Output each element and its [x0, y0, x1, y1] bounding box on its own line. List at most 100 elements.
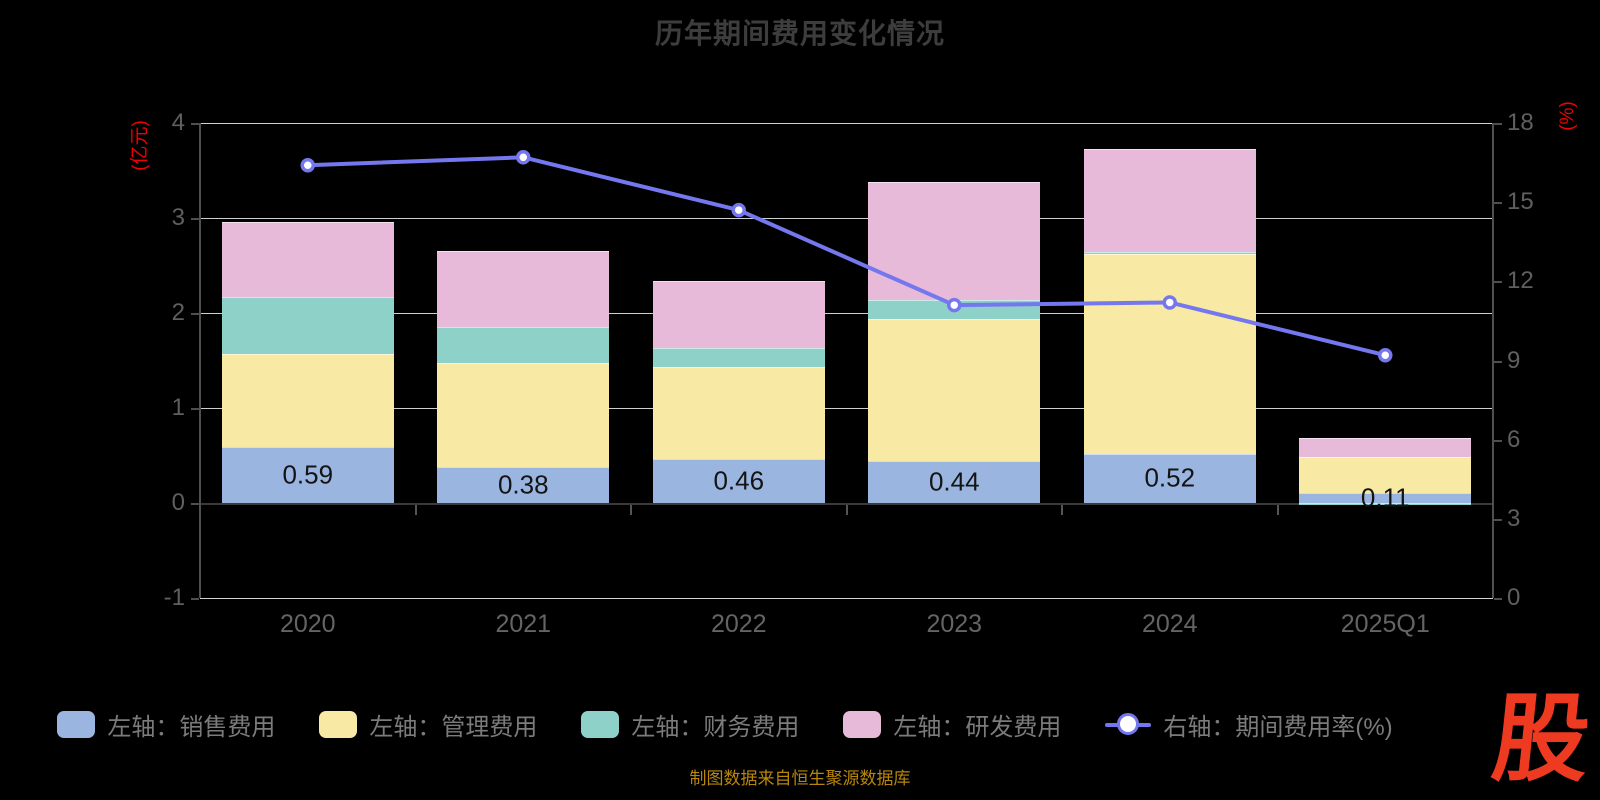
legend-label: 左轴：管理费用	[369, 714, 538, 741]
bar-segment[interactable]	[652, 280, 825, 349]
left-axis-tick-label: 0	[171, 489, 185, 516]
right-axis-tick	[1494, 281, 1502, 284]
legend-line-marker-icon	[1105, 711, 1152, 738]
x-axis-category-label: 2025Q1	[1340, 610, 1430, 638]
bar-segment[interactable]	[652, 367, 825, 460]
bar-value-label: 0.44	[928, 466, 980, 497]
legend-item[interactable]: 左轴：研发费用	[843, 707, 1061, 742]
bar-segment[interactable]	[221, 446, 394, 503]
bar-value-label: 0.11	[1360, 482, 1410, 513]
x-axis-tick	[1061, 505, 1063, 515]
legend-item[interactable]: 左轴：财务费用	[581, 707, 799, 742]
left-axis-tick	[191, 408, 199, 410]
right-axis-line	[1492, 123, 1494, 598]
left-axis-tick	[191, 503, 199, 505]
bar-segment[interactable]	[1299, 438, 1472, 458]
right-axis-tick-label: 3	[1507, 504, 1521, 532]
right-axis-tick-label: 18	[1507, 109, 1534, 136]
right-axis-tick-label: 9	[1507, 346, 1521, 374]
x-axis-category-label: 2024	[1141, 610, 1198, 638]
line-data-point[interactable]	[516, 150, 531, 165]
left-axis-tick-label: 4	[171, 109, 185, 136]
left-axis-tick-label: 1	[171, 394, 185, 421]
bar-segment[interactable]	[1083, 254, 1256, 454]
bar-segment[interactable]	[437, 251, 610, 328]
h-gridline	[200, 218, 1493, 219]
bar-value-label: 0.38	[497, 469, 549, 500]
legend-label: 左轴：研发费用	[893, 714, 1062, 741]
right-axis-tick	[1494, 598, 1502, 600]
legend-label: 左轴：财务费用	[631, 714, 800, 741]
x-axis-tick	[414, 505, 417, 515]
legend-swatch-icon	[319, 711, 358, 738]
left-axis-tick-label: 3	[171, 204, 185, 231]
bar-segment[interactable]	[437, 466, 610, 503]
left-axis-tick	[191, 313, 199, 315]
right-axis-tick	[1494, 360, 1502, 363]
legend-label: 左轴：销售费用	[107, 714, 276, 741]
chart-title: 历年期间费用变化情况	[654, 18, 945, 49]
x-axis-tick	[1276, 505, 1279, 515]
right-axis-tick-label: 0	[1507, 584, 1521, 611]
bar-segment[interactable]	[1299, 503, 1472, 505]
bar-segment[interactable]	[221, 221, 394, 297]
legend: 左轴：销售费用 左轴：管理费用 左轴：财务费用 左轴：研发费用 右轴：期间费用率(%)	[0, 707, 1450, 742]
bar-segment[interactable]	[1083, 453, 1256, 503]
h-gridline	[200, 408, 1493, 409]
line-data-point[interactable]	[731, 202, 746, 218]
x-axis-tick	[845, 505, 848, 515]
legend-item[interactable]: 左轴：管理费用	[319, 707, 537, 742]
legend-dot-icon	[1117, 713, 1140, 735]
x-axis-category-label: 2022	[710, 610, 767, 638]
bar-segment[interactable]	[437, 327, 610, 364]
bar-value-label: 0.52	[1144, 462, 1196, 493]
x-axis-tick	[630, 505, 632, 515]
expense-ratio-line[interactable]	[307, 155, 1386, 358]
bar-segment[interactable]	[868, 461, 1041, 503]
legend-swatch-icon	[581, 711, 620, 738]
bar-segment[interactable]	[1083, 148, 1256, 253]
legend-swatch-icon	[57, 711, 96, 738]
right-axis-tick	[1494, 123, 1502, 125]
left-axis-tick	[191, 123, 199, 125]
bar-segment[interactable]	[652, 459, 825, 503]
right-axis-tick	[1494, 202, 1502, 205]
line-data-point[interactable]	[1378, 347, 1393, 363]
bar-segment[interactable]	[437, 363, 610, 467]
bar-segment[interactable]	[1083, 252, 1256, 255]
left-axis-line	[199, 123, 201, 598]
bar-segment[interactable]	[868, 318, 1041, 462]
bar-segment[interactable]	[221, 353, 394, 447]
data-source-note: 制图数据来自恒生聚源数据库	[689, 769, 911, 788]
legend-label: 右轴：期间费用率(%)	[1163, 714, 1393, 741]
right-axis-tick	[1494, 518, 1502, 521]
x-axis-category-label: 2020	[279, 610, 336, 638]
bar-segment[interactable]	[652, 348, 825, 368]
category-axis-line	[200, 503, 1493, 505]
bar-segment[interactable]	[221, 296, 394, 354]
bar-segment[interactable]	[1299, 457, 1472, 493]
right-axis-tick-label: 6	[1507, 425, 1521, 453]
left-axis-tick	[191, 218, 199, 220]
left-axis-tick-label: -1	[163, 584, 185, 611]
x-axis-category-label: 2023	[926, 610, 983, 638]
right-axis-tick-label: 15	[1507, 188, 1534, 216]
x-axis-category-label: 2021	[495, 610, 552, 638]
legend-item[interactable]: 左轴：销售费用	[57, 707, 275, 742]
plot-bottom-line	[200, 598, 1493, 599]
legend-item[interactable]: 右轴：期间费用率(%)	[1105, 707, 1393, 742]
bar-value-label: 0.46	[713, 465, 765, 496]
bar-value-label: 0.59	[282, 459, 334, 490]
h-gridline	[200, 123, 1493, 124]
line-data-point[interactable]	[300, 157, 315, 173]
line-data-point[interactable]	[1162, 295, 1177, 310]
line-data-point[interactable]	[947, 297, 962, 313]
stock-logo: 股	[1487, 686, 1595, 793]
right-axis-tick	[1494, 439, 1502, 442]
h-gridline	[200, 313, 1493, 314]
legend-swatch-icon	[843, 711, 882, 738]
bar-segment[interactable]	[1299, 492, 1472, 503]
left-axis-tick-label: 2	[171, 299, 185, 326]
